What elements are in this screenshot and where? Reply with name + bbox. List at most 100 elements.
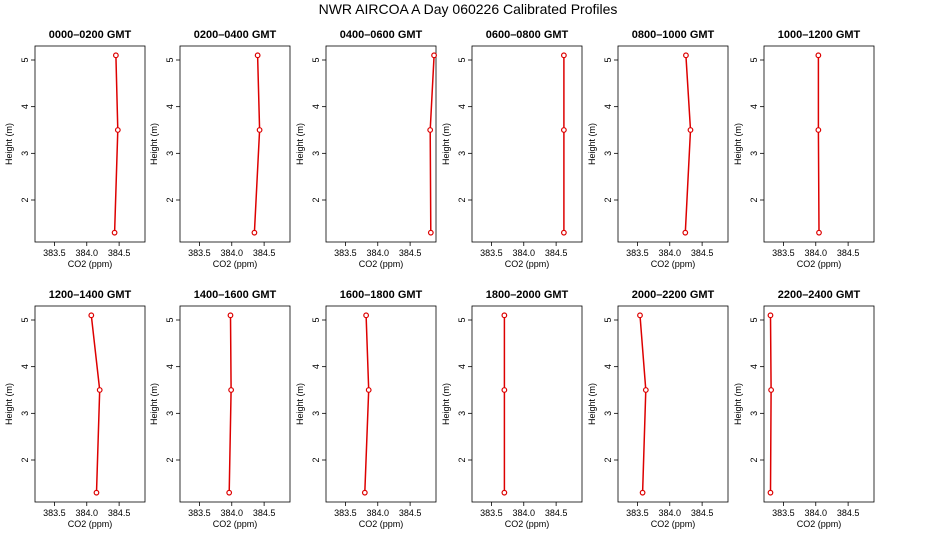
y-axis: 2 3 4 5 Height (m): [4, 317, 35, 463]
x-tick-label: 384.0: [658, 508, 681, 518]
x-tick-label: 384.0: [220, 248, 243, 258]
panel-title: 0200–0400 GMT: [194, 29, 277, 41]
y-tick-label: 2: [20, 457, 30, 462]
x-tick-label: 384.5: [253, 508, 276, 518]
x-tick-label: 384.0: [366, 248, 389, 258]
y-axis: 2 3 4 5 Height (m): [149, 317, 180, 463]
x-tick-label: 384.0: [512, 248, 535, 258]
data-point: [361, 489, 368, 496]
plot-frame: [471, 45, 583, 243]
plot-frame: [325, 45, 437, 243]
data-point: [256, 127, 263, 133]
plot-frame: [471, 305, 583, 503]
data-point: [767, 489, 774, 496]
data-point: [682, 229, 689, 236]
panel-title: 1600–1800 GMT: [340, 289, 423, 301]
y-tick-label: 4: [20, 104, 30, 109]
y-tick-label: 2: [749, 457, 759, 462]
plot-frame: [617, 305, 729, 503]
x-tick-label: 383.5: [43, 248, 66, 258]
panel-title: 1000–1200 GMT: [778, 29, 861, 41]
data-point: [501, 489, 508, 496]
y-tick-label: 3: [20, 411, 30, 416]
x-tick-label: 384.0: [75, 248, 98, 258]
data-point: [228, 387, 235, 393]
x-tick-label: 384.5: [691, 508, 714, 518]
x-axis-label: CO2 (ppm): [213, 519, 258, 529]
plot-frame: [34, 305, 146, 503]
y-tick-label: 4: [603, 104, 613, 109]
y-tick-label: 2: [749, 197, 759, 202]
panel-title: 0600–0800 GMT: [486, 29, 569, 41]
y-axis: 2 3 4 5 Height (m): [441, 317, 472, 463]
data-point: [111, 229, 118, 236]
x-tick-label: 384.5: [691, 248, 714, 258]
data-point: [93, 489, 100, 496]
x-axis-label: CO2 (ppm): [213, 259, 258, 269]
y-axis: 2 3 4 5 Height (m): [295, 317, 326, 463]
profile-line: [817, 55, 820, 233]
y-tick-label: 4: [603, 364, 613, 369]
y-axis-label: Height (m): [733, 383, 743, 425]
x-axis-label: CO2 (ppm): [651, 519, 696, 529]
y-axis-label: Height (m): [4, 383, 14, 425]
data-point: [687, 127, 694, 133]
x-tick-label: 384.0: [658, 248, 681, 258]
profile-line: [90, 315, 101, 493]
data-point: [226, 489, 233, 496]
x-tick-label: 383.5: [626, 248, 649, 258]
y-axis: 2 3 4 5 Height (m): [587, 57, 618, 203]
x-axis-label: CO2 (ppm): [505, 519, 550, 529]
profile-line: [684, 55, 692, 233]
panel-title: 1400–1600 GMT: [194, 289, 277, 301]
x-tick-label: 383.5: [480, 248, 503, 258]
data-point: [501, 312, 508, 319]
data-point: [560, 127, 567, 133]
x-tick-label: 383.5: [188, 508, 211, 518]
y-tick-label: 5: [20, 317, 30, 322]
y-axis: 2 3 4 5 Height (m): [149, 57, 180, 203]
y-tick-label: 5: [311, 57, 321, 62]
profile-line: [429, 55, 435, 233]
data-point: [639, 489, 646, 496]
y-tick-label: 5: [749, 317, 759, 322]
y-axis: 2 3 4 5 Height (m): [733, 317, 764, 463]
y-tick-label: 3: [311, 151, 321, 156]
data-point: [683, 52, 689, 59]
y-tick-label: 5: [749, 57, 759, 62]
x-tick-label: 384.5: [837, 508, 860, 518]
y-tick-label: 4: [311, 104, 321, 109]
y-tick-label: 4: [20, 364, 30, 369]
data-point: [112, 52, 119, 59]
data-point: [96, 387, 103, 393]
data-point: [251, 229, 258, 236]
y-axis: 2 3 4 5 Height (m): [295, 57, 326, 203]
y-tick-label: 4: [311, 364, 321, 369]
y-axis-label: Height (m): [733, 123, 743, 165]
y-tick-label: 3: [311, 411, 321, 416]
y-tick-label: 2: [165, 197, 175, 202]
plot-frame: [763, 305, 875, 503]
y-tick-label: 4: [457, 104, 467, 109]
y-tick-label: 3: [457, 151, 467, 156]
profile-line: [364, 315, 370, 493]
x-tick-label: 383.5: [626, 508, 649, 518]
y-tick-label: 4: [165, 364, 175, 369]
data-point: [254, 52, 261, 59]
y-tick-label: 2: [603, 457, 613, 462]
data-point: [427, 229, 434, 236]
x-tick-label: 384.5: [108, 508, 131, 518]
panel-title: 0400–0600 GMT: [340, 29, 423, 41]
y-axis-label: Height (m): [587, 123, 597, 165]
y-axis-label: Height (m): [4, 123, 14, 165]
